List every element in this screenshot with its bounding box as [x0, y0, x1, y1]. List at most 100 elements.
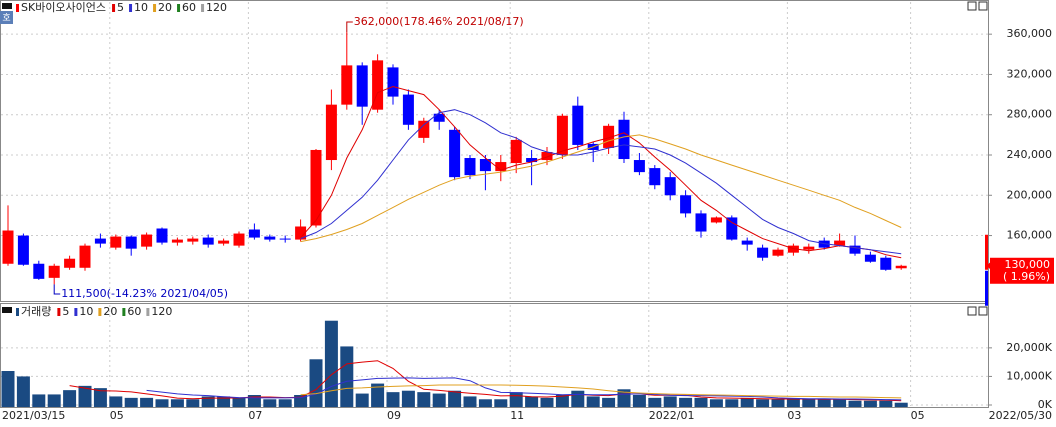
candle-body	[710, 217, 722, 223]
last-price: 130,000	[1005, 258, 1051, 271]
candle-body	[895, 265, 907, 269]
candle-body	[187, 238, 199, 242]
window-button[interactable]	[978, 306, 988, 316]
ma-line	[300, 109, 902, 255]
annotation-arrow	[346, 21, 353, 33]
volume-bar	[217, 396, 231, 407]
candle-body	[310, 149, 322, 226]
y-tick-label: 200,000	[1007, 188, 1053, 201]
menu-icon[interactable]	[2, 3, 12, 9]
annotation: 362,000(178.46% 2021/08/17)	[354, 15, 524, 28]
volume-bar	[894, 402, 908, 407]
candle-body	[526, 158, 538, 163]
volume-bar	[786, 399, 800, 407]
volume-bar	[802, 399, 816, 407]
x-tick-label: 09	[387, 409, 401, 422]
candle-body	[418, 120, 430, 138]
candle-body	[741, 240, 753, 245]
volume-bar	[571, 390, 585, 407]
candle-body	[325, 104, 337, 161]
volume-bar	[140, 397, 154, 407]
x-tick-label: 05	[911, 409, 925, 422]
volume-bar	[478, 399, 492, 407]
volume-bar	[725, 399, 739, 407]
volume-bar	[340, 346, 354, 407]
ma-line	[300, 85, 902, 259]
volume-bar	[201, 396, 215, 407]
volume-bar	[432, 393, 446, 407]
candle-body	[264, 236, 276, 240]
candle-body	[110, 236, 122, 248]
menu-icon[interactable]	[2, 307, 12, 313]
volume-bar	[648, 397, 662, 407]
candle-body	[726, 217, 738, 240]
legend-entry: 60	[182, 1, 196, 14]
volume-bar	[525, 396, 539, 407]
legend-title: SK바이오사이언스	[21, 1, 106, 14]
window-button[interactable]	[967, 1, 977, 11]
candle-body	[449, 129, 461, 178]
legend-swatch	[112, 4, 116, 12]
candle-body	[94, 238, 106, 244]
volume-bar	[47, 394, 61, 407]
candle-body	[787, 245, 799, 253]
volume-bar	[586, 396, 600, 407]
window-button[interactable]	[978, 1, 988, 11]
y-tick-label: 240,000	[1007, 148, 1053, 161]
window-button[interactable]	[967, 306, 977, 316]
candle-body	[295, 226, 307, 240]
candle-body	[2, 230, 14, 264]
legend-entry: 120	[206, 1, 227, 14]
candle-body	[603, 125, 615, 148]
legend-swatch	[16, 4, 19, 12]
legend-swatch	[122, 308, 126, 316]
volume-bar	[848, 400, 862, 407]
candle-body	[156, 228, 168, 243]
candle-body	[649, 168, 661, 186]
legend-entry: 5	[117, 1, 124, 14]
candle-body	[48, 265, 60, 278]
badge: 호	[2, 13, 10, 24]
volume-bar	[694, 397, 708, 407]
legend-swatch	[146, 308, 150, 316]
legend-swatch	[153, 4, 157, 12]
volume-bar	[463, 396, 477, 407]
ma-line	[300, 384, 902, 399]
candle-body	[633, 160, 645, 173]
volume-bar	[124, 397, 138, 407]
legend-swatch	[16, 308, 19, 316]
volume-bar	[509, 392, 523, 407]
x-end-label: 2022/05/30	[989, 409, 1052, 422]
candle-body	[464, 158, 476, 176]
volume-bar	[232, 397, 246, 407]
candle-body	[356, 65, 368, 107]
legend-swatch	[57, 308, 61, 316]
volume-bar	[32, 394, 46, 407]
range-bar	[985, 270, 988, 306]
candle-body	[664, 177, 676, 196]
candle-body	[218, 240, 230, 244]
volume-bar	[632, 395, 646, 407]
legend-entry: 60	[127, 305, 141, 318]
x-tick-label: 2021/03/15	[2, 409, 65, 422]
candle-body	[141, 234, 153, 247]
candle-body	[572, 105, 584, 145]
volume-bar	[417, 392, 431, 407]
volume-bar	[1, 371, 15, 407]
volume-bar	[170, 399, 184, 407]
volume-bar	[324, 320, 338, 407]
volume-bar	[371, 383, 385, 407]
ma-line	[69, 360, 902, 402]
ma-line	[300, 134, 902, 243]
candle-body	[171, 239, 183, 243]
candle-body	[495, 162, 507, 172]
volume-bar	[155, 399, 169, 407]
candle-body	[248, 229, 260, 238]
legend-entry: 5	[62, 305, 69, 318]
legend-entry: 10	[134, 1, 148, 14]
volume-bar	[16, 376, 30, 407]
volume-bar	[709, 399, 723, 407]
candle-body	[772, 249, 784, 256]
volume-bar	[833, 399, 847, 407]
